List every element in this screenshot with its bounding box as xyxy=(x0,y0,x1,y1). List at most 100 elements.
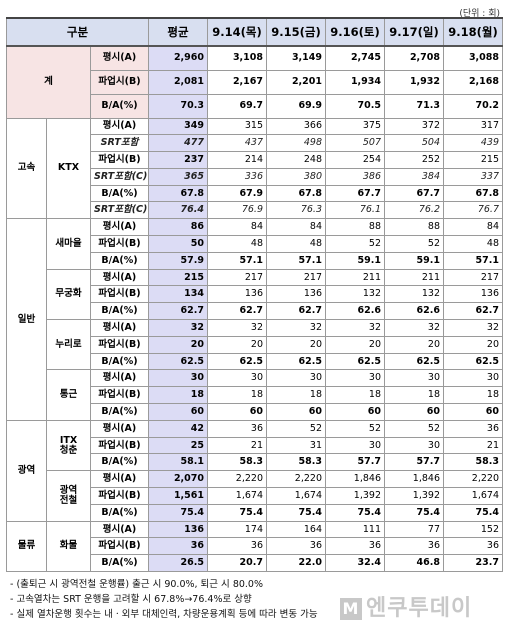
row-label: B/A(%) xyxy=(90,352,149,371)
table-row: 통근 평시(A) 30 30 30 30 30 30 xyxy=(7,369,503,421)
row-label: 파업시(B) xyxy=(90,436,149,455)
day-value: 67.8 xyxy=(266,184,326,203)
day-value: 57.1 xyxy=(443,251,503,270)
day-value: 67.7 xyxy=(384,184,444,203)
row-label: 평시(A) xyxy=(90,520,149,539)
header-row: 구분 평균 9.14(목) 9.15(금) 9.16(토) 9.17(일) 9.… xyxy=(6,17,503,47)
row-label: B/A(%) xyxy=(90,453,149,472)
day-value: 217 xyxy=(266,268,326,287)
day-value: 30 xyxy=(443,369,503,388)
day-value: 76.2 xyxy=(384,201,444,220)
table-row: 고속 KTX 평시(A) 349 315 366 375 372 317 xyxy=(6,117,503,220)
table-row: 누리로 평시(A) 32 32 32 32 32 32 xyxy=(7,319,503,371)
subcategory-name: 무궁화 xyxy=(46,268,91,321)
table-row: B/A(%) 70.3 69.7 69.9 70.5 71.3 70.2 xyxy=(7,93,503,119)
table-row: 물류 화물 평시(A) 136 174 164 111 77 152 xyxy=(6,520,503,573)
day-value: 67.8 xyxy=(443,184,503,203)
day-value: 76.9 xyxy=(207,201,267,220)
day-value: 18 xyxy=(207,386,267,405)
day-value: 18 xyxy=(325,386,385,405)
day-value: 88 xyxy=(384,218,444,237)
row-label: 평시(A) xyxy=(90,369,149,388)
day-value: 30 xyxy=(384,436,444,455)
row-label: SRT포함(C) xyxy=(90,167,149,186)
day-value: 75.4 xyxy=(207,503,267,522)
day-value: 62.5 xyxy=(266,352,326,371)
day-value: 1,932 xyxy=(384,69,444,95)
day-value: 60 xyxy=(207,403,267,421)
day-value: 36 xyxy=(325,537,385,556)
day-value: 1,674 xyxy=(207,487,267,505)
subcategory-name: 누리로 xyxy=(46,319,91,371)
day-value: 62.5 xyxy=(207,352,267,371)
row-label: 평시(A) xyxy=(90,117,149,136)
day-value: 60 xyxy=(325,403,385,421)
row-label: 평시(A) xyxy=(90,470,149,489)
day-value: 67.9 xyxy=(207,184,267,203)
day-value: 1,846 xyxy=(325,470,385,489)
row-label: 파업시(B) xyxy=(90,285,149,304)
row-label: 파업시(B) xyxy=(90,151,149,169)
day-value: 58.3 xyxy=(207,453,267,472)
day-value: 30 xyxy=(266,369,326,388)
day-value: 18 xyxy=(266,386,326,405)
day-value: 375 xyxy=(325,117,385,136)
day-value: 30 xyxy=(325,436,385,455)
day-value: 132 xyxy=(325,285,385,304)
header-day: 9.17(일) xyxy=(384,17,444,47)
day-value: 20 xyxy=(443,335,503,354)
day-value: 70.2 xyxy=(443,93,503,119)
subcategory-name: 통근 xyxy=(46,369,91,421)
average-value: 75.4 xyxy=(148,503,208,522)
day-value: 164 xyxy=(266,520,326,539)
day-value: 57.7 xyxy=(384,453,444,472)
day-value: 62.5 xyxy=(443,352,503,371)
average-value: 58.1 xyxy=(148,453,208,472)
day-value: 58.3 xyxy=(266,453,326,472)
day-value: 30 xyxy=(207,369,267,388)
day-value: 59.1 xyxy=(325,251,385,270)
day-value: 504 xyxy=(384,134,444,153)
day-value: 62.6 xyxy=(384,302,444,321)
table-row: 파업시(B) 2,081 2,167 2,201 1,934 1,932 2,168 xyxy=(7,69,503,95)
day-value: 20.7 xyxy=(207,554,267,573)
average-value: 215 xyxy=(148,268,208,287)
row-label: 평시(A) xyxy=(90,268,149,287)
header-day: 9.14(목) xyxy=(207,17,267,47)
day-value: 57.1 xyxy=(266,251,326,270)
row-label: SRT포함 xyxy=(90,134,149,153)
header-average: 평균 xyxy=(148,17,208,47)
day-value: 69.9 xyxy=(266,93,326,119)
subcategory-ktx: KTX xyxy=(46,117,91,220)
row-label: 파업시(B) xyxy=(90,69,149,95)
day-value: 132 xyxy=(384,285,444,304)
row-label: B/A(%) xyxy=(90,503,149,522)
day-value: 439 xyxy=(443,134,503,153)
row-label: 파업시(B) xyxy=(90,335,149,354)
footnote: - 실제 열차운행 횟수는 내ㆍ외부 대체인력, 차량운용계획 등에 따라 변동… xyxy=(10,609,318,620)
day-value: 384 xyxy=(384,167,444,186)
category-metro: 광역 xyxy=(6,419,47,522)
row-label: B/A(%) xyxy=(90,184,149,203)
average-value: 62.7 xyxy=(148,302,208,321)
row-label: SRT포함(C) xyxy=(90,201,149,220)
day-value: 174 xyxy=(207,520,267,539)
day-value: 18 xyxy=(384,386,444,405)
day-value: 48 xyxy=(443,235,503,253)
table-row: 파업시(B) 1,561 1,674 1,674 1,392 1,392 1,674 xyxy=(7,487,503,505)
category-total: 계 xyxy=(6,45,91,119)
table-row: 파업시(B) 25 21 31 30 30 21 xyxy=(7,436,503,455)
day-value: 136 xyxy=(207,285,267,304)
day-value: 77 xyxy=(384,520,444,539)
average-value: 67.8 xyxy=(148,184,208,203)
day-value: 59.1 xyxy=(384,251,444,270)
average-value: 2,081 xyxy=(148,69,208,95)
day-value: 337 xyxy=(443,167,503,186)
subcategory-name: 새마을 xyxy=(46,218,91,270)
day-value: 498 xyxy=(266,134,326,153)
day-value: 32.4 xyxy=(325,554,385,573)
day-value: 21 xyxy=(443,436,503,455)
average-value: 20 xyxy=(148,335,208,354)
day-value: 1,392 xyxy=(325,487,385,505)
day-value: 2,168 xyxy=(443,69,503,95)
